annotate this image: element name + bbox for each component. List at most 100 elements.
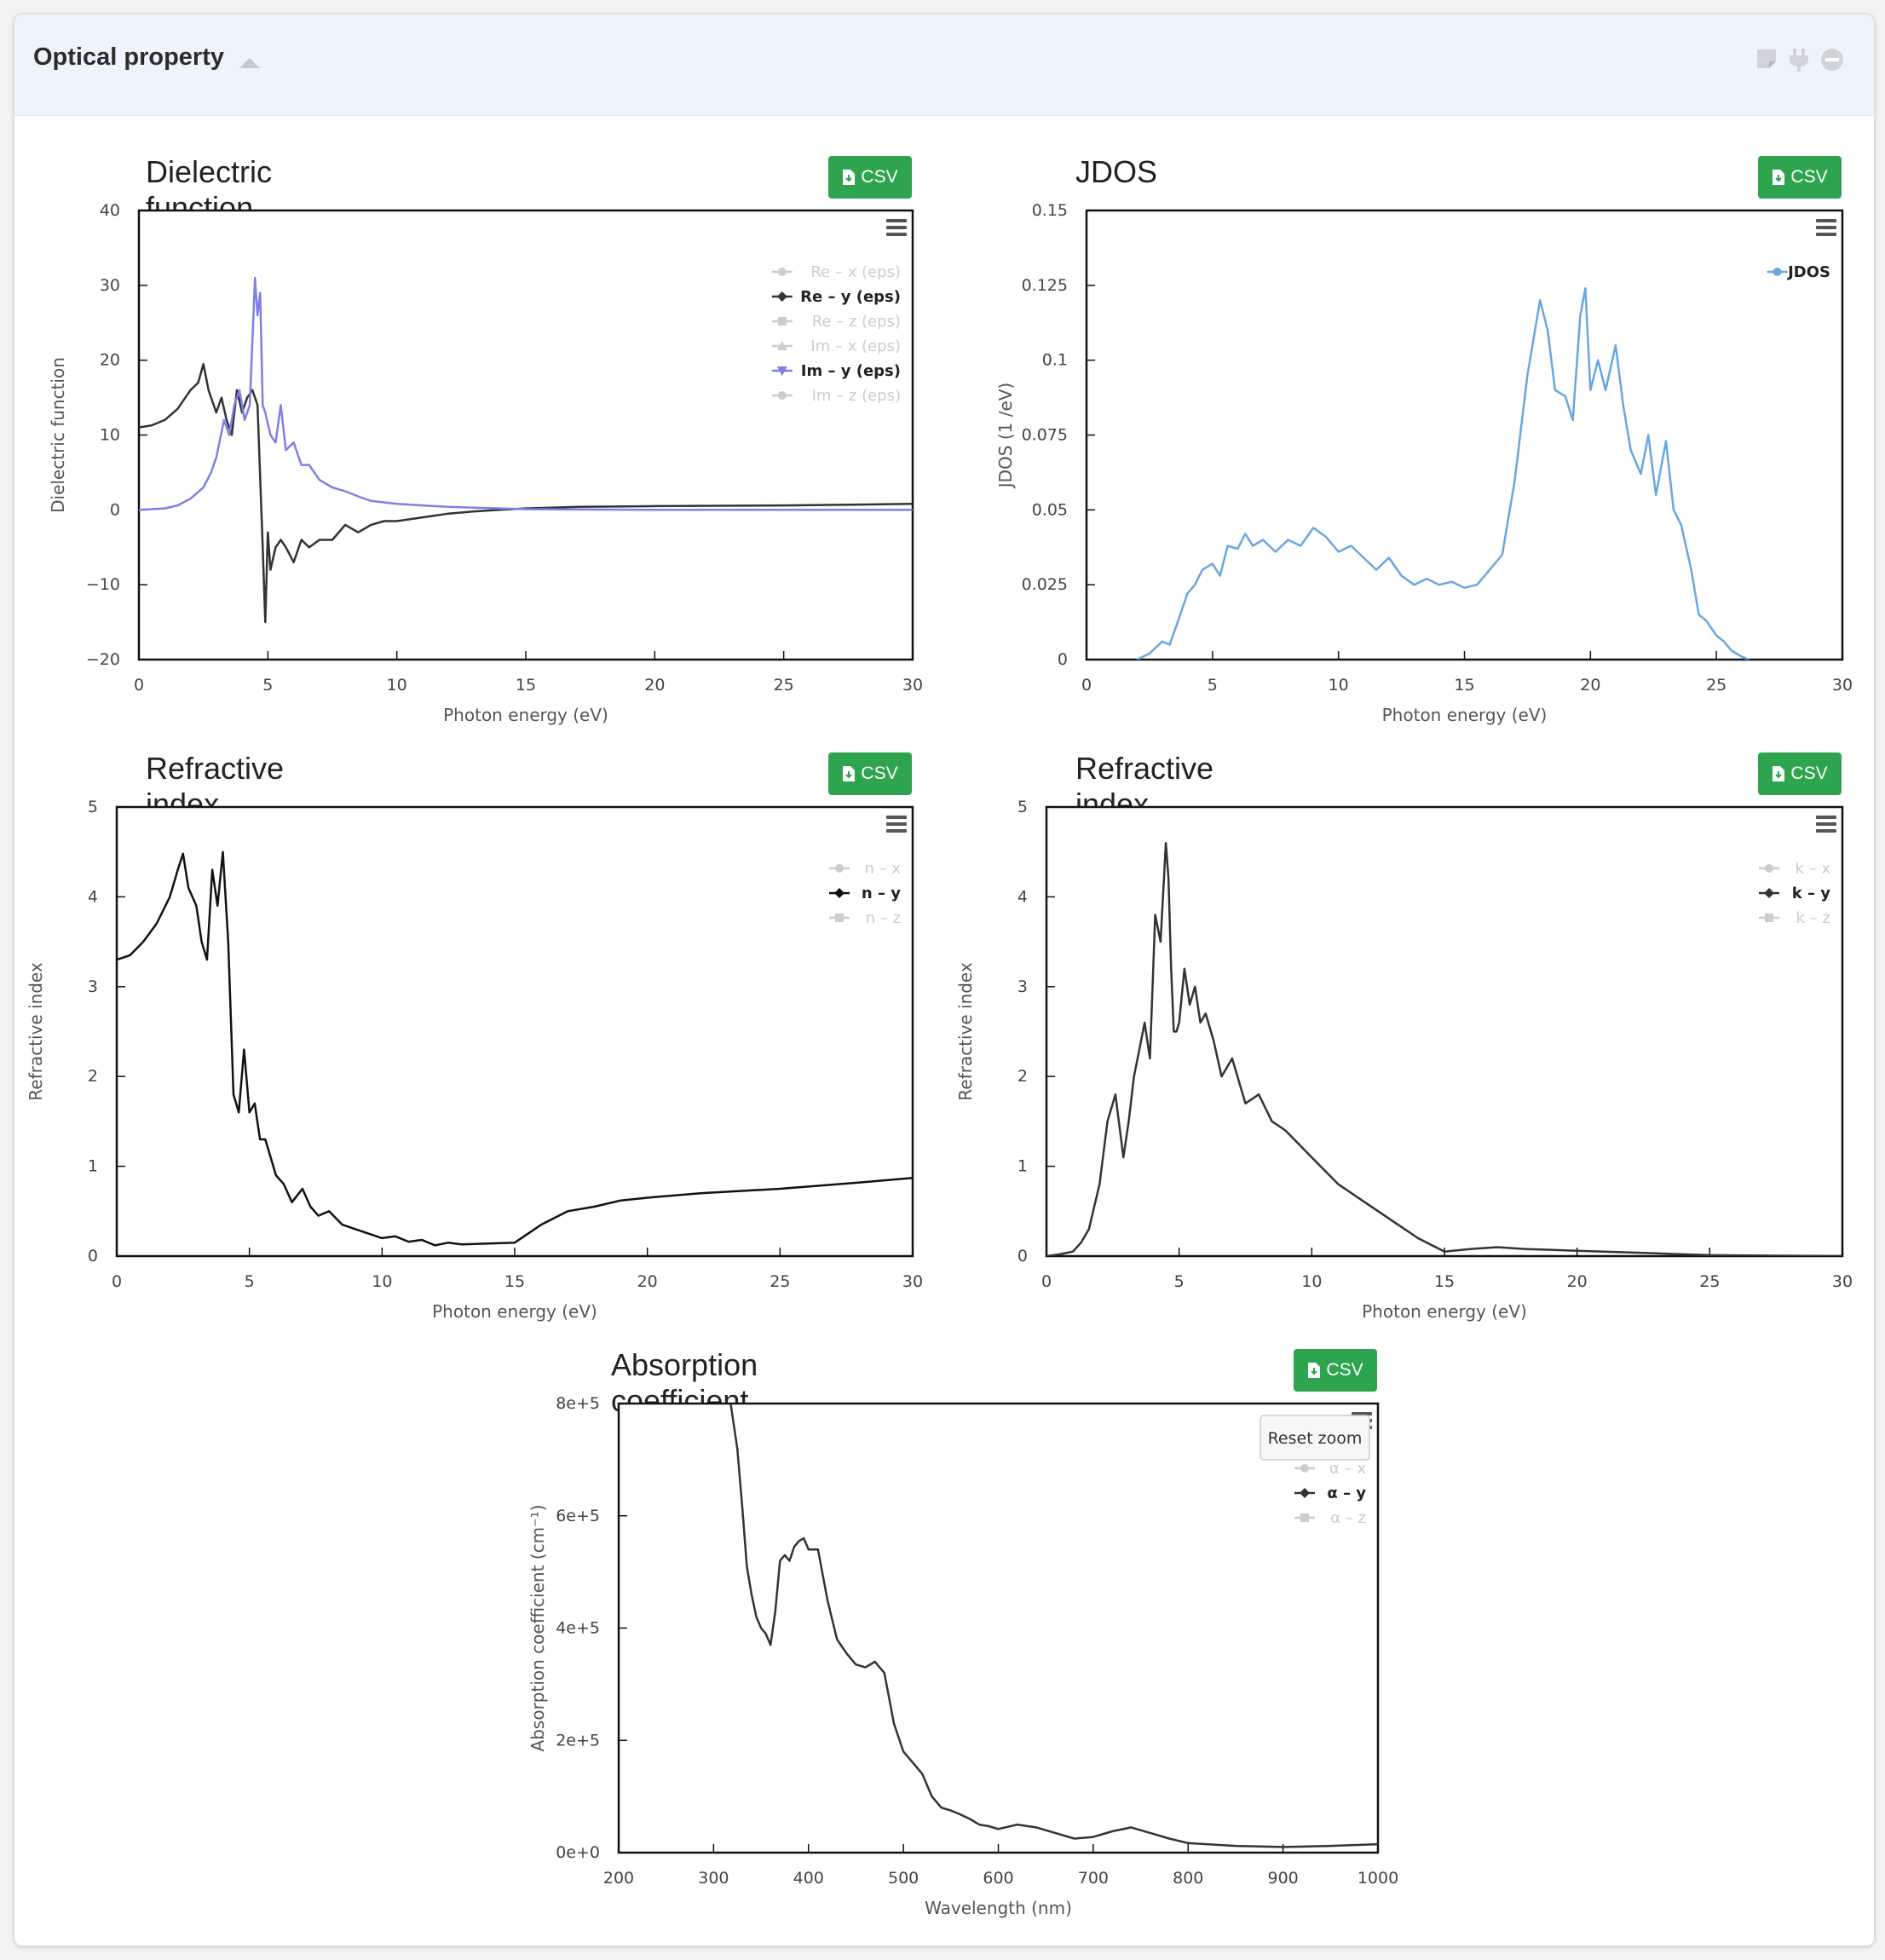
legend-item[interactable]: n – x — [864, 860, 901, 878]
panel-title[interactable]: Optical property — [33, 43, 224, 71]
legend-item[interactable]: k – y — [1792, 885, 1831, 902]
chart-plot[interactable]: 0 5 10 15 20 25 3000.0250.050.0750.10.1250.15P… — [14, 14, 1872, 1940]
file-download-icon — [843, 766, 856, 781]
series-line — [1046, 841, 1842, 1256]
y-axis-label: Refractive index — [955, 962, 976, 1101]
y-axis-label: JDOS (1 /eV) — [995, 383, 1016, 490]
remove-icon[interactable] — [1819, 47, 1845, 77]
y-tick-label: 6e+5 — [556, 1507, 600, 1525]
x-tick-label: 15 — [516, 676, 536, 695]
chart-title: JDOS — [1075, 154, 1158, 189]
legend-item[interactable]: Re – z (eps) — [812, 313, 901, 331]
y-tick-label: 40 — [100, 201, 120, 220]
x-tick-label: 1000 — [1358, 1869, 1398, 1888]
legend-item[interactable]: α – y — [1327, 1484, 1366, 1502]
plugin-icon[interactable] — [1787, 47, 1811, 77]
y-tick-label: 0.125 — [1022, 276, 1068, 295]
x-tick-label: 300 — [698, 1869, 729, 1888]
legend-item[interactable]: Re – x (eps) — [810, 263, 901, 281]
x-axis-label: Photon energy (eV) — [1362, 1301, 1527, 1322]
csv-download-button[interactable]: CSV — [828, 752, 912, 795]
y-tick-label: 20 — [100, 351, 120, 370]
y-tick-label: −20 — [86, 650, 120, 669]
csv-download-button[interactable]: CSV — [1758, 156, 1842, 199]
legend-marker — [835, 914, 844, 922]
legend-marker — [1765, 914, 1773, 922]
csv-label: CSV — [1326, 1360, 1363, 1380]
y-tick-label: 0e+0 — [556, 1843, 600, 1862]
menu-icon[interactable] — [886, 219, 907, 236]
y-tick-label: 5 — [88, 798, 98, 816]
x-tick-label: 20 — [1567, 1272, 1588, 1291]
series-line — [1136, 287, 1750, 660]
series-line — [117, 850, 913, 1247]
x-tick-label: 25 — [770, 1272, 790, 1291]
y-tick-label: 0.075 — [1022, 426, 1068, 445]
x-tick-label: 25 — [774, 676, 794, 695]
legend-item[interactable]: α – x — [1329, 1460, 1366, 1478]
legend-marker — [1300, 1464, 1309, 1473]
y-tick-label: 4e+5 — [556, 1619, 600, 1638]
file-download-icon — [843, 170, 856, 185]
reset-zoom-button[interactable]: Reset zoom — [1260, 1415, 1370, 1461]
legend-marker — [1300, 1488, 1310, 1498]
legend-item[interactable]: Re – y (eps) — [800, 288, 901, 306]
csv-download-button[interactable]: CSV — [1294, 1349, 1377, 1392]
x-tick-label: 0 — [1041, 1272, 1052, 1291]
header-icons — [1755, 47, 1845, 77]
y-axis-label: Refractive index — [26, 962, 46, 1101]
note-icon[interactable] — [1755, 47, 1778, 77]
caret-up-icon[interactable] — [238, 55, 262, 69]
x-tick-label: 30 — [1832, 1272, 1853, 1291]
legend-item[interactable]: Im – y (eps) — [801, 362, 901, 380]
x-tick-label: 800 — [1173, 1869, 1203, 1888]
plot-area — [137, 209, 914, 661]
file-download-icon — [1773, 766, 1785, 781]
y-tick-label: 0 — [88, 1247, 98, 1265]
chart-plot[interactable]: 200 300 400 500 600 700 800 900 10000e+02e+54e+5… — [14, 14, 1872, 1940]
menu-icon[interactable] — [1816, 219, 1836, 236]
x-tick-label: 5 — [1208, 676, 1218, 695]
y-tick-label: 1 — [1017, 1157, 1028, 1176]
legend-item[interactable]: α – z — [1330, 1509, 1366, 1527]
legend-item[interactable]: k – z — [1796, 909, 1830, 927]
legend-item[interactable]: n – y — [862, 885, 901, 902]
y-tick-label: 0.05 — [1032, 500, 1068, 519]
optical-property-panel: Optical property Dielectric function CSV… — [14, 14, 1875, 1946]
legend-marker — [1765, 864, 1773, 873]
x-axis-label: Wavelength (nm) — [925, 1898, 1072, 1918]
legend-item[interactable]: Im – x (eps) — [810, 337, 901, 355]
legend-marker — [777, 391, 787, 400]
legend-item[interactable]: Im – z (eps) — [812, 387, 901, 405]
menu-icon[interactable] — [1816, 816, 1836, 833]
x-tick-label: 5 — [262, 676, 273, 695]
x-tick-label: 700 — [1078, 1869, 1109, 1888]
legend-marker — [1764, 888, 1774, 898]
legend-marker — [776, 366, 787, 376]
y-tick-label: 8e+5 — [556, 1394, 600, 1413]
plot-area — [1085, 209, 1844, 661]
csv-download-button[interactable]: CSV — [828, 156, 912, 199]
y-tick-label: 3 — [1017, 977, 1028, 996]
x-axis-label: Photon energy (eV) — [1382, 705, 1548, 725]
reset-zoom-label: Reset zoom — [1268, 1429, 1363, 1448]
y-tick-label: 30 — [100, 276, 120, 295]
y-tick-label: 0.15 — [1032, 201, 1068, 220]
legend-item[interactable]: k – x — [1795, 860, 1830, 878]
y-tick-label: 0 — [1017, 1247, 1028, 1265]
y-tick-label: 3 — [88, 977, 98, 996]
y-tick-label: 2e+5 — [556, 1731, 600, 1750]
menu-icon[interactable] — [886, 816, 907, 833]
legend-item[interactable]: JDOS — [1786, 263, 1830, 281]
legend-marker — [1300, 1513, 1309, 1522]
y-tick-label: 0 — [1058, 650, 1068, 669]
series-line — [139, 362, 913, 624]
x-tick-label: 25 — [1699, 1272, 1720, 1291]
legend-item[interactable]: n – z — [866, 909, 901, 927]
y-tick-label: 1 — [88, 1157, 98, 1176]
x-tick-label: 5 — [1174, 1272, 1185, 1291]
csv-download-button[interactable]: CSV — [1758, 752, 1842, 795]
